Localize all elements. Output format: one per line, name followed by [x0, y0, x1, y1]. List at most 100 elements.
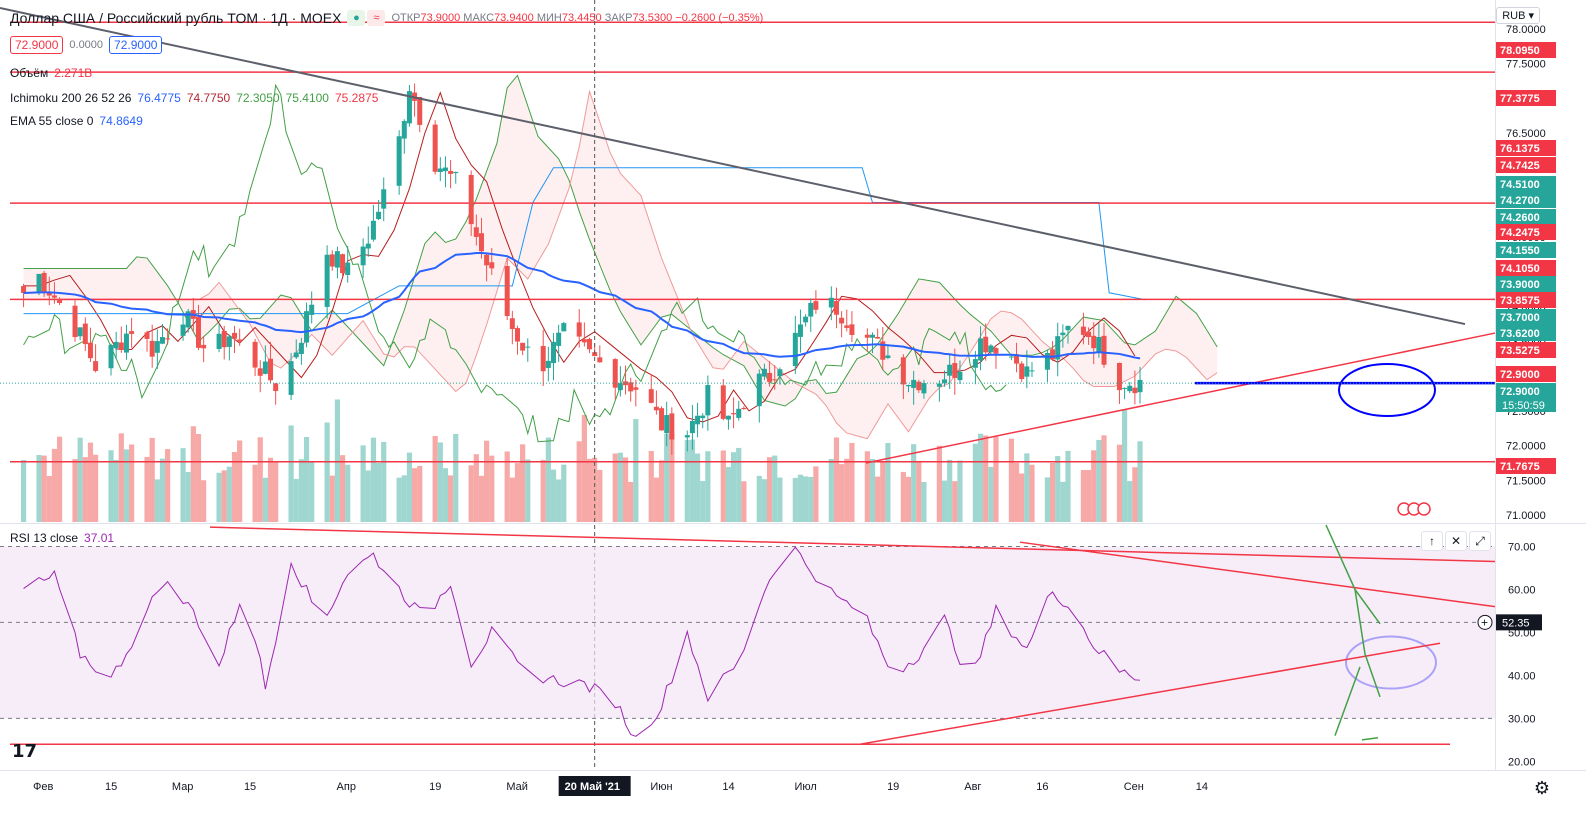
- candle-body: [396, 136, 402, 186]
- volume-bar: [720, 450, 726, 522]
- volume-bar: [221, 470, 227, 522]
- currency-select[interactable]: RUB ▾: [1496, 7, 1540, 24]
- volume-bar: [700, 481, 706, 522]
- delayed-data-icon[interactable]: ≈: [367, 10, 386, 26]
- symbol-title[interactable]: Доллар США / Российский рубль TOM · 1Д ·…: [10, 10, 342, 26]
- candle-body: [1029, 370, 1035, 372]
- time-tick: 19: [887, 781, 899, 793]
- status-badges: ● ≈: [347, 10, 386, 26]
- volume-bar: [509, 477, 515, 522]
- close-pane-icon[interactable]: ✕: [1445, 531, 1467, 551]
- volume-bar: [766, 457, 773, 522]
- candle-body: [154, 341, 160, 353]
- volume-bar: [484, 440, 490, 522]
- market-open-icon[interactable]: ●: [347, 10, 366, 26]
- maximize-pane-icon[interactable]: ⤢: [1469, 531, 1491, 551]
- candle-body: [556, 332, 562, 346]
- candle-body: [1044, 352, 1050, 370]
- candle-body: [921, 383, 927, 394]
- close-value: 73.5300: [632, 12, 673, 24]
- candle-body: [761, 368, 767, 377]
- level-lines: [10, 21, 1495, 463]
- ichimoku-legend[interactable]: Ichimoku 200 26 52 26 76.4775 74.7750 72…: [10, 91, 378, 105]
- volume-bar: [159, 458, 166, 522]
- volume-bar: [803, 476, 809, 522]
- sell-button[interactable]: 72.9000: [10, 36, 64, 54]
- buy-button[interactable]: 72.9000: [109, 36, 163, 54]
- volume-bar: [633, 419, 639, 522]
- symbol-legend: Доллар США / Российский рубль TOM · 1Д ·…: [10, 10, 763, 26]
- volume-bar: [808, 476, 814, 522]
- volume-bar: [947, 459, 953, 522]
- volume-bar: [195, 434, 202, 522]
- time-tick: Сен: [1124, 781, 1144, 793]
- candle-body: [46, 292, 52, 296]
- ichimoku-kumo: [23, 75, 1218, 439]
- volume-bar: [576, 441, 582, 522]
- volume-bar: [664, 433, 670, 522]
- volume-bar: [756, 475, 762, 522]
- settings-gear-icon[interactable]: ⚙: [1533, 778, 1550, 798]
- candle-body: [792, 332, 798, 366]
- candle-body: [731, 413, 737, 415]
- volume-bar: [885, 442, 891, 522]
- candle-body: [257, 368, 263, 376]
- candle-body: [185, 311, 191, 328]
- candle-body: [1086, 331, 1092, 338]
- volume-bar: [993, 436, 999, 522]
- candle-body: [144, 332, 150, 339]
- volume-bar: [231, 452, 238, 522]
- volume-bar: [381, 441, 387, 522]
- ema-value: 74.8649: [99, 114, 143, 128]
- candle-body: [345, 262, 351, 275]
- volume-bar: [411, 468, 418, 522]
- add-plus-icon-glyph: +: [1481, 615, 1488, 629]
- volume-bar: [597, 469, 603, 522]
- price-label: 73.6200: [1500, 328, 1540, 340]
- ema-legend[interactable]: EMA 55 close 0 74.8649: [10, 114, 143, 128]
- candle-body: [165, 338, 171, 340]
- price-label: 74.1550: [1500, 245, 1540, 257]
- candle-body: [597, 357, 603, 363]
- candle-body: [417, 97, 423, 125]
- open-label: ОТКР: [391, 12, 421, 24]
- volume-bar: [190, 426, 196, 522]
- candle-body: [1116, 362, 1122, 391]
- rsi-trend-up: [859, 642, 1441, 745]
- volume-bar: [844, 458, 850, 522]
- price-label: 72.9000: [1500, 386, 1540, 398]
- candlesticks: [21, 83, 1143, 455]
- candle-body: [581, 339, 587, 343]
- candle-body: [741, 408, 747, 410]
- candle-body: [87, 342, 93, 359]
- candle-body: [648, 389, 654, 403]
- rsi-pane: 70.00 60.00 50.00 40.00 30.00 20.00 52.35 +: [0, 524, 1542, 768]
- volume-bar: [875, 476, 881, 522]
- ichimoku-chikou-value: 72.3050: [236, 91, 280, 105]
- move-pane-up-icon[interactable]: ↑: [1421, 531, 1443, 551]
- candle-body: [767, 372, 773, 382]
- volume-bar: [525, 459, 531, 522]
- volume-bar: [653, 477, 659, 522]
- candle-body: [576, 322, 582, 337]
- candle-body: [381, 189, 387, 209]
- candle-body: [288, 361, 294, 395]
- candle-body: [1060, 332, 1066, 336]
- low-value: 73.4450: [561, 12, 602, 24]
- candle-body: [1014, 354, 1020, 364]
- candle-body: [756, 373, 762, 407]
- rsi-legend[interactable]: RSI 13 close 37.01: [10, 531, 114, 545]
- volume-bar: [1091, 450, 1097, 522]
- candle-body: [504, 265, 510, 316]
- volume-bar: [741, 481, 747, 522]
- candle-body: [478, 233, 484, 252]
- candle-body: [159, 337, 165, 344]
- volume-bar: [87, 442, 94, 522]
- candle-body: [509, 318, 515, 329]
- candle-body: [803, 316, 809, 323]
- price-label-box: [1496, 90, 1556, 106]
- volume-legend[interactable]: Объём 2.271B: [10, 66, 92, 80]
- candle-body: [942, 379, 948, 384]
- rsi-line: [23, 546, 1141, 737]
